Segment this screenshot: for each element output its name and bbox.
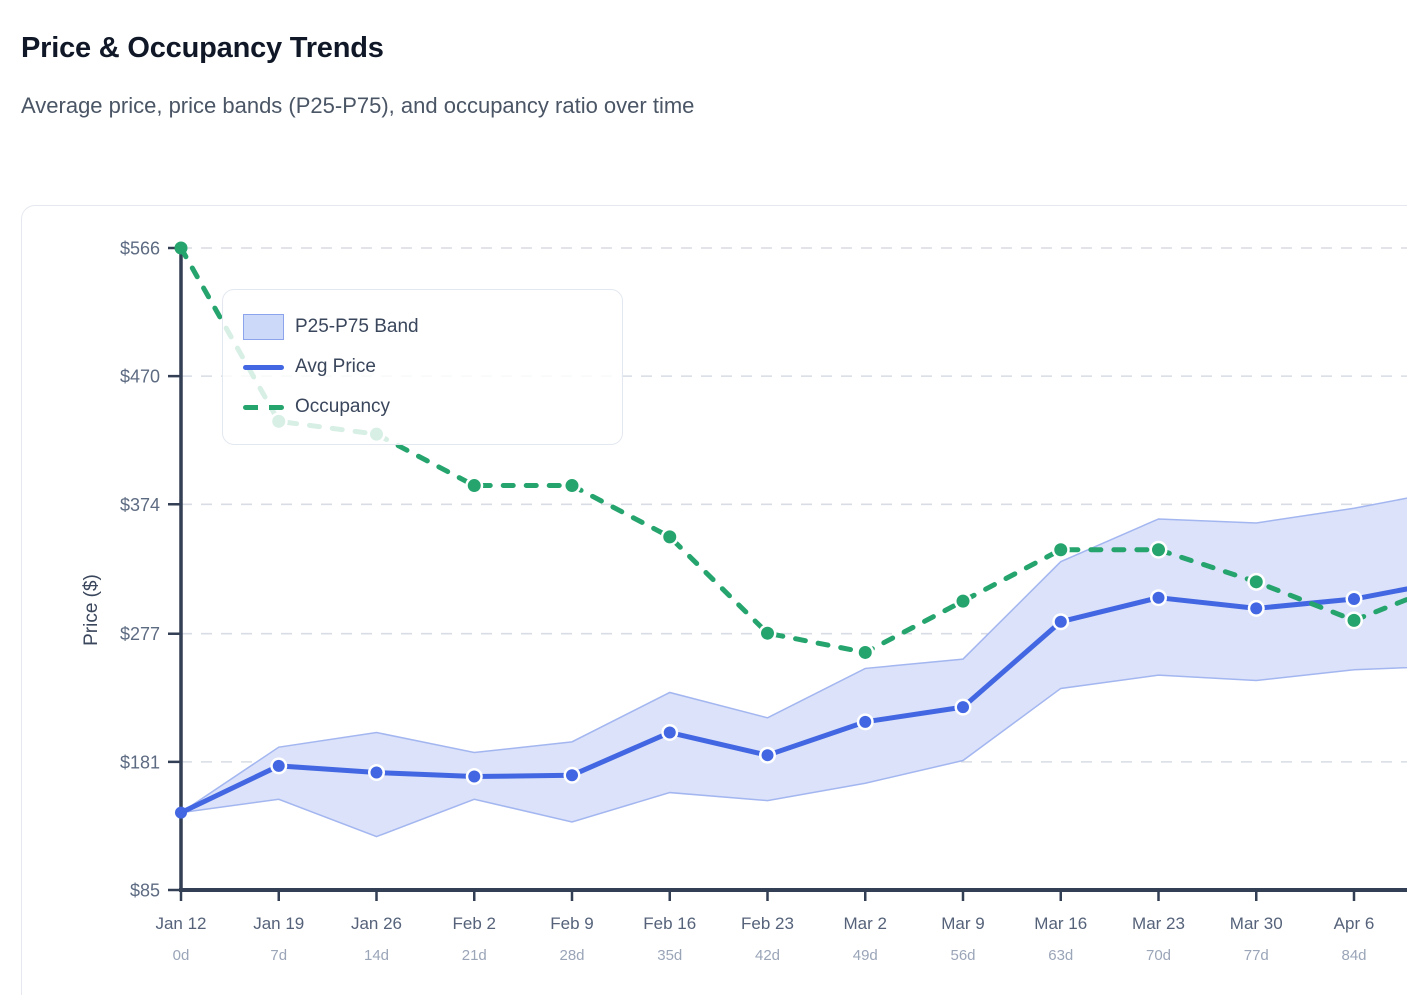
avg-price-point: [859, 715, 872, 728]
y-tick-label: $85: [130, 881, 160, 901]
chart-legend: P25-P75 Band Avg Price Occupancy: [222, 289, 623, 445]
occupancy-point: [858, 645, 872, 659]
legend-label-avg-price: Avg Price: [295, 356, 376, 377]
x-axis-date-label: Jan 12: [155, 914, 206, 933]
avg-price-point: [566, 769, 578, 782]
occupancy-point: [1249, 575, 1263, 589]
avg-price-point: [175, 806, 187, 819]
y-axis-labels: $566 $470 $374 $277 $181 $85: [120, 239, 181, 901]
avg-price-point: [957, 701, 969, 714]
price-band-area: [180, 497, 1407, 838]
x-axis-day-label: 56d: [950, 947, 975, 964]
x-axis-day-label: 70d: [1146, 947, 1171, 964]
x-axis-date-label: Mar 9: [941, 914, 984, 933]
legend-label-occupancy: Occupancy: [295, 396, 391, 417]
avg-price-point: [1250, 602, 1263, 615]
occupancy-point: [174, 241, 188, 255]
y-tick-label: $470: [120, 367, 160, 387]
x-axis-day-label: 49d: [853, 947, 878, 964]
avg-price-point: [1152, 591, 1165, 604]
occupancy-line: [178, 245, 1407, 655]
x-axis-date-label: Mar 23: [1132, 914, 1185, 933]
x-axis-day-label: 28d: [559, 947, 584, 964]
x-axis-date-label: Jan 19: [253, 914, 304, 933]
dash-swatch-icon: [243, 404, 284, 410]
avg-price-point: [663, 726, 676, 739]
line-swatch-icon: [243, 364, 284, 370]
x-axis-date-label: Feb 2: [453, 914, 496, 933]
x-axis-date-label: Feb 16: [643, 914, 696, 933]
y-tick-label: $181: [120, 752, 160, 772]
legend-label-band: P25-P75 Band: [295, 316, 419, 337]
occupancy-point: [565, 479, 579, 493]
x-axis-date-label: Feb 23: [741, 914, 794, 933]
occupancy-point: [761, 626, 774, 640]
x-axis-date-label: Feb 9: [550, 914, 593, 933]
x-axis-day-label: 35d: [657, 947, 682, 964]
page-subtitle: Average price, price bands (P25-P75), an…: [21, 93, 695, 118]
x-axis-day-label: 77d: [1244, 947, 1269, 964]
x-axis-date-label: Mar 30: [1230, 914, 1283, 933]
x-axis-day-label: 14d: [364, 947, 389, 964]
band-swatch-icon: [243, 314, 284, 340]
x-axis-date-label: Mar 2: [844, 914, 887, 933]
occupancy-point: [663, 530, 677, 544]
y-tick-label: $277: [120, 624, 160, 644]
x-axis-day-label: 0d: [173, 947, 190, 964]
occupancy-point: [956, 594, 970, 608]
avg-price-point: [272, 759, 285, 772]
avg-price-line: [178, 586, 1407, 816]
page-title: Price & Occupancy Trends: [21, 32, 384, 64]
x-axis-day-label: 84d: [1341, 947, 1366, 964]
occupancy-point: [1054, 543, 1068, 557]
y-tick-label: $374: [120, 495, 160, 515]
x-axis-day-label: 42d: [755, 947, 780, 964]
x-axis-day-label: 21d: [462, 947, 487, 964]
legend-item-occupancy: Occupancy: [243, 394, 622, 421]
x-axis-labels: Jan 12 0d Jan 19 7d Jan 26 14d Feb 2 21d Feb 9 28…: [155, 890, 1374, 964]
occupancy-point: [467, 479, 481, 493]
x-axis-day-label: 63d: [1048, 947, 1073, 964]
occupancy-point: [1347, 613, 1361, 627]
x-axis-date-label: Apr 6: [1334, 914, 1375, 933]
x-axis-date-label: Jan 26: [351, 914, 402, 933]
avg-price-point: [1348, 593, 1360, 606]
avg-price-point: [761, 749, 774, 762]
x-axis-date-label: Mar 16: [1034, 914, 1087, 933]
x-axis-day-label: 7d: [270, 947, 287, 964]
occupancy-point: [1152, 543, 1165, 557]
legend-item-band: P25-P75 Band: [243, 314, 622, 341]
legend-item-avg-price: Avg Price: [243, 354, 622, 381]
avg-price-point: [1054, 615, 1067, 628]
avg-price-point: [370, 766, 383, 779]
y-tick-label: $566: [120, 239, 160, 259]
avg-price-point: [468, 770, 481, 783]
y-axis-title: Price ($): [81, 574, 102, 646]
